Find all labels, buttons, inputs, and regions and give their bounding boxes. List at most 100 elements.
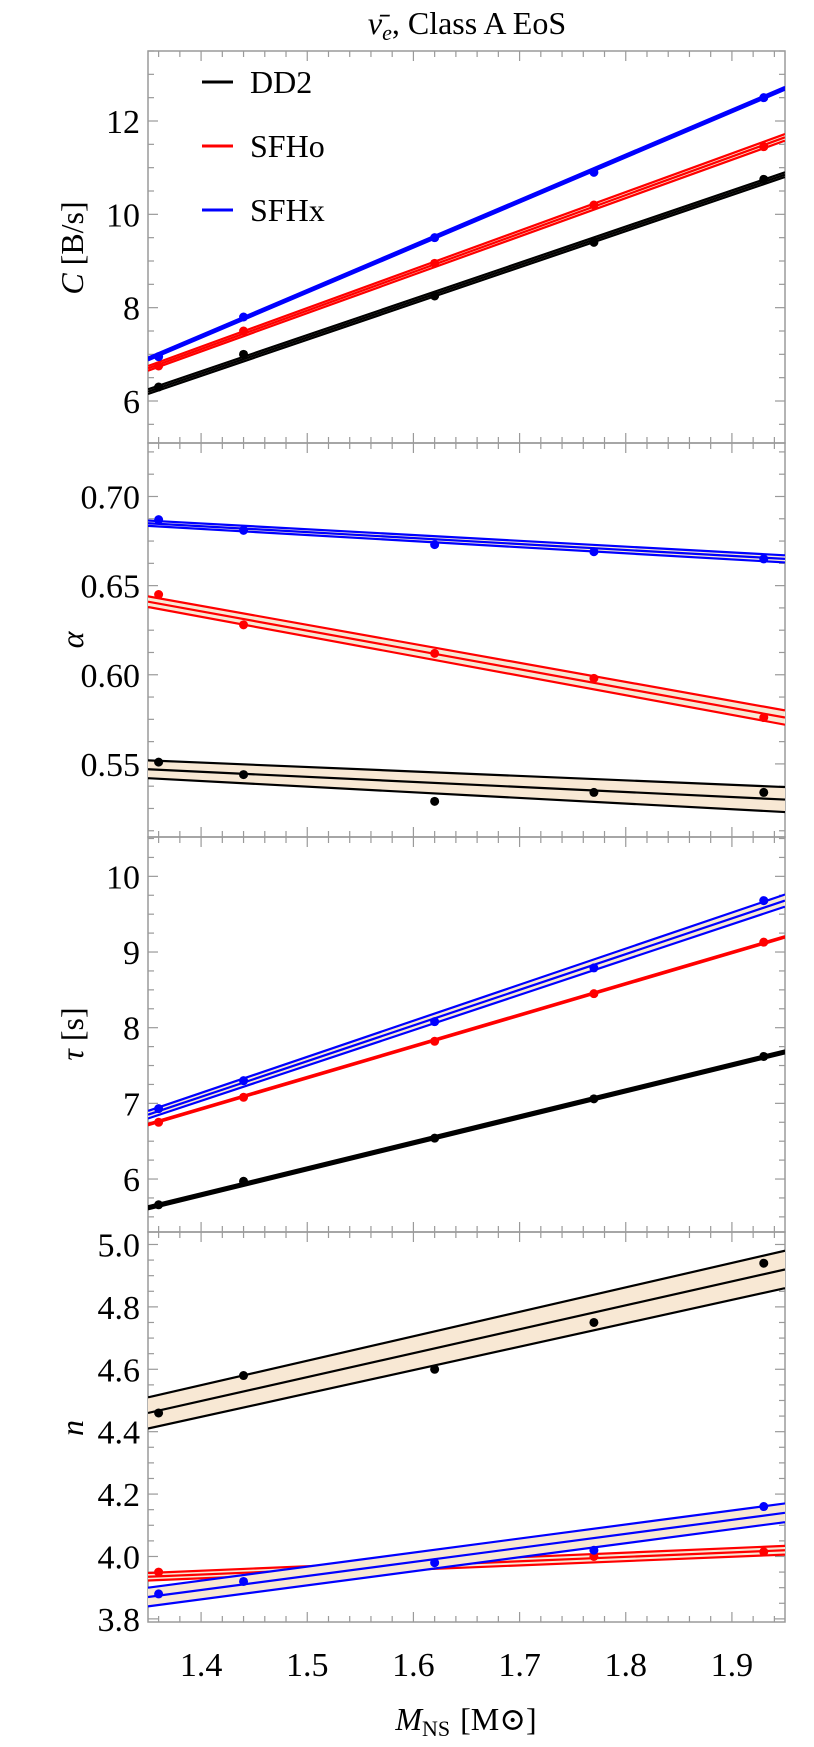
data-point-sfhx	[430, 1558, 440, 1568]
data-point-sfho	[430, 258, 440, 268]
ylabel-c: C[B/s]	[54, 201, 90, 294]
data-point-sfhx	[589, 167, 599, 177]
x-tick-label: 1.9	[711, 1647, 754, 1684]
data-point-sfhx	[239, 1076, 249, 1086]
data-point-sfhx	[154, 515, 164, 525]
ylabel-tau: τ[s]	[54, 1007, 90, 1060]
fit-line-dd2-center	[148, 768, 785, 801]
data-point-dd2	[154, 1200, 164, 1210]
panel-tau: 6 7 8 9 10	[106, 836, 786, 1233]
fit-line-dd2-center	[148, 1050, 785, 1209]
fit-line-dd2-upper	[148, 171, 785, 391]
fit-line-dd2-center	[148, 173, 785, 393]
svg-text:SFHo: SFHo	[250, 128, 325, 164]
data-point-dd2	[430, 796, 440, 806]
data-point-dd2	[430, 291, 440, 301]
data-point-dd2	[430, 1133, 440, 1143]
plot-frame	[147, 836, 786, 1233]
data-point-dd2	[239, 1371, 249, 1381]
y-tick-label: 6	[123, 384, 140, 421]
fit-line-dd2-lower	[148, 777, 785, 814]
fit-line-dd2-center	[148, 1268, 785, 1415]
fit-line-sfho-upper	[148, 133, 785, 368]
data-point-dd2	[589, 237, 599, 247]
y-tick-label: 4.2	[98, 1477, 141, 1514]
ylabel-alpha: α	[54, 630, 90, 648]
fit-line-sfhx-center	[148, 522, 785, 560]
fit-line-sfhx-center	[148, 899, 785, 1116]
data-point-dd2	[239, 770, 249, 780]
panel-c: 6 8 10 12	[106, 50, 786, 444]
fit-line-dd2-upper	[148, 759, 785, 789]
data-point-sfhx	[589, 963, 599, 973]
y-tick-label: 4.6	[98, 1352, 141, 1389]
data-point-sfho	[589, 989, 599, 999]
fit-line-sfho-lower	[148, 936, 785, 1127]
fit-line-dd2-upper	[148, 1249, 785, 1399]
fit-line-sfhx-upper	[148, 893, 785, 1112]
fit-line-dd2-lower	[148, 1052, 785, 1211]
y-tick-label: 0.70	[81, 479, 141, 516]
x-tick-label: 1.6	[392, 1647, 435, 1684]
data-point-dd2	[154, 757, 164, 767]
legend-item-dd2: DD2	[202, 64, 312, 100]
legend-item-sfhx: SFHx	[202, 192, 325, 228]
y-tick-label: 10	[106, 859, 140, 896]
data-point-sfhx	[589, 1545, 599, 1555]
data-point-sfho	[759, 937, 769, 947]
confidence-band-dd2	[148, 1250, 785, 1429]
data-point-sfho	[239, 326, 249, 336]
data-point-sfho	[589, 1551, 599, 1561]
data-point-dd2	[239, 349, 249, 359]
y-tick-label: 8	[123, 1011, 140, 1048]
data-point-sfho	[239, 620, 249, 630]
data-point-sfhx	[430, 233, 440, 243]
svg-text:α: α	[54, 630, 90, 648]
data-point-sfho	[154, 1117, 164, 1127]
data-point-sfhx	[239, 1576, 249, 1586]
fit-line-dd2-upper	[148, 1049, 785, 1208]
data-point-dd2	[589, 1317, 599, 1327]
data-point-sfhx	[239, 525, 249, 535]
data-point-sfho	[589, 200, 599, 210]
data-point-dd2	[154, 1408, 164, 1418]
data-point-dd2	[759, 174, 769, 184]
fit-line-sfhx-upper	[148, 85, 785, 359]
x-tick-label: 1.8	[605, 1647, 648, 1684]
data-point-sfhx	[589, 547, 599, 557]
y-tick-label: 0.55	[81, 747, 141, 784]
fit-line-sfhx-center	[148, 87, 785, 361]
data-point-sfho	[759, 1547, 769, 1557]
y-tick-label: 4.4	[98, 1415, 141, 1452]
data-point-sfho	[154, 590, 164, 600]
x-tick-labels: 1.4 1.5 1.6 1.7 1.8 1.9	[180, 1647, 753, 1684]
legend-item-sfho: SFHo	[202, 128, 325, 164]
plot-frame	[147, 50, 786, 444]
title-rest: , Class A EoS	[392, 5, 566, 41]
y-tick-label: 6	[123, 1162, 140, 1199]
data-point-dd2	[239, 1176, 249, 1186]
data-point-dd2	[759, 787, 769, 797]
svg-text:τ[s]: τ[s]	[54, 1007, 90, 1060]
x-tick-label: 1.5	[286, 1647, 329, 1684]
svg-text:DD2: DD2	[250, 64, 312, 100]
y-tick-label: 7	[123, 1086, 140, 1123]
ylabel-n: n	[54, 1420, 90, 1436]
data-point-sfhx	[759, 896, 769, 906]
data-point-dd2	[589, 1094, 599, 1104]
data-point-sfhx	[154, 352, 164, 362]
y-tick-label: 3.8	[98, 1602, 141, 1639]
data-point-sfho	[154, 1567, 164, 1577]
data-point-dd2	[589, 787, 599, 797]
xlabel: MNS [M⊙]	[394, 1701, 536, 1741]
data-point-dd2	[759, 1258, 769, 1268]
fit-line-sfhx-upper	[148, 1502, 785, 1589]
data-point-sfhx	[759, 1502, 769, 1512]
y-tick-label: 0.65	[81, 569, 141, 606]
data-point-sfho	[430, 1036, 440, 1046]
y-tick-label: 9	[123, 935, 140, 972]
confidence-band-dd2	[148, 760, 785, 813]
fit-line-sfhx-lower	[148, 88, 785, 362]
legend: DD2 SFHo SFHx	[202, 64, 325, 228]
